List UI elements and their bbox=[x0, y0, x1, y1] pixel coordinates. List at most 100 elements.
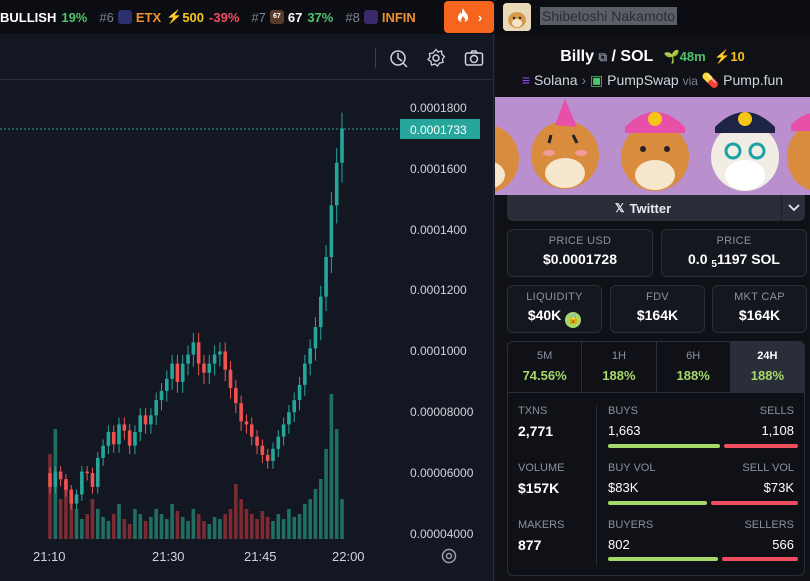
candle-body bbox=[95, 457, 100, 487]
buys-label: BUYS bbox=[608, 405, 638, 417]
chain-link[interactable]: Solana bbox=[533, 72, 578, 88]
sell-vol-bar bbox=[711, 501, 798, 505]
volume-bar bbox=[48, 454, 52, 539]
volume-bar bbox=[276, 514, 281, 539]
pair-separator: / bbox=[611, 48, 616, 65]
tab-change: 188% bbox=[750, 368, 784, 383]
price-tick: 0.0001600 bbox=[410, 162, 467, 176]
buy-vol-label: BUY VOL bbox=[608, 462, 656, 474]
chevron-right-icon: › bbox=[581, 72, 587, 88]
ticker-symbol: ETX bbox=[135, 9, 162, 25]
price-usd-card: PRICE USD $0.0001728 bbox=[507, 229, 653, 277]
token-info-panel: Shibetoshi Nakamoto Billy ⧉ / SOL 🌱48m ⚡… bbox=[495, 0, 810, 581]
fdv-label: FDV bbox=[646, 291, 669, 303]
price-tick: 0.00006000 bbox=[410, 466, 474, 480]
token-banner-image bbox=[495, 97, 810, 195]
volume-bar bbox=[207, 524, 212, 539]
sell-vol-label: SELL VOL bbox=[742, 462, 794, 474]
price-axis: 0.0001800 0.0001600 0.0001400 0.0001200 … bbox=[400, 101, 480, 539]
candlestick-chart[interactable]: 0.0001800 0.0001600 0.0001400 0.0001200 … bbox=[0, 80, 494, 539]
gear-icon[interactable] bbox=[426, 48, 446, 68]
dex-link[interactable]: PumpSwap bbox=[607, 72, 679, 88]
volume-bar bbox=[180, 517, 185, 539]
buyers-bar bbox=[608, 557, 718, 561]
buy-vol-value: $83K bbox=[608, 480, 639, 495]
volume-bar bbox=[334, 429, 339, 539]
sells-value: 1,108 bbox=[761, 423, 794, 438]
candle-body bbox=[202, 363, 206, 373]
tab-label: 24H bbox=[757, 350, 778, 362]
shiba-1 bbox=[495, 126, 519, 192]
volume-bar bbox=[85, 514, 89, 539]
tab-1h[interactable]: 1H 188% bbox=[582, 342, 657, 392]
candle-body bbox=[175, 363, 180, 382]
candle-body bbox=[191, 342, 196, 355]
mkt-cap-label: MKT CAP bbox=[734, 291, 785, 303]
tab-5m[interactable]: 5M 74.56% bbox=[508, 342, 583, 392]
candle-body bbox=[106, 432, 111, 446]
liquidity-value: $40K 🔒 bbox=[508, 307, 601, 328]
volume-bar bbox=[159, 514, 164, 539]
price-tick: 0.0001200 bbox=[410, 283, 467, 297]
liquidity-card: LIQUIDITY $40K 🔒 bbox=[507, 285, 602, 333]
username[interactable]: Shibetoshi Nakamoto bbox=[540, 7, 678, 25]
volume-bar bbox=[271, 521, 275, 539]
candle-body bbox=[223, 351, 227, 370]
time-tick: 21:45 bbox=[244, 549, 277, 564]
volume-bar bbox=[340, 499, 344, 539]
tab-label: 5M bbox=[536, 350, 553, 362]
candle-body bbox=[329, 205, 334, 258]
token-icon bbox=[363, 10, 378, 24]
candle-body bbox=[287, 412, 291, 425]
ticker-item[interactable]: #6 ETX ⚡ 500 -39% bbox=[99, 9, 239, 25]
chart-settings-icon[interactable] bbox=[440, 547, 458, 565]
candle-body bbox=[133, 432, 137, 446]
volume-bar bbox=[111, 514, 116, 539]
fdv-card: FDV $164K bbox=[610, 285, 705, 333]
candle-body bbox=[234, 387, 238, 404]
replay-icon[interactable] bbox=[388, 48, 408, 68]
price-tick: 0.00008000 bbox=[410, 405, 474, 419]
candle-body bbox=[186, 354, 190, 364]
avatar[interactable] bbox=[503, 3, 531, 31]
price-tick: 0.00004000 bbox=[410, 527, 474, 539]
volume-bar bbox=[170, 504, 174, 539]
pumpswap-icon: ▣ bbox=[590, 72, 604, 88]
sells-bar bbox=[724, 444, 798, 448]
makers-label: MAKERS bbox=[518, 519, 565, 531]
volume-bar bbox=[287, 509, 291, 539]
volume-bar bbox=[260, 511, 265, 539]
ticker-change: 19% bbox=[61, 9, 88, 25]
ticker-item[interactable]: #8 INFIN bbox=[345, 10, 420, 25]
price-usd-label: PRICE USD bbox=[548, 235, 612, 247]
candle-body bbox=[260, 445, 265, 455]
quote-token: SOL bbox=[620, 48, 653, 65]
base-token: Billy bbox=[560, 48, 594, 65]
candle-body bbox=[64, 479, 68, 490]
volume-bar bbox=[239, 499, 243, 539]
ticker-item[interactable]: #7 67 67 37% bbox=[251, 10, 333, 25]
sellers-bar bbox=[722, 557, 798, 561]
volume-bar bbox=[138, 514, 143, 539]
candle-body bbox=[48, 473, 52, 487]
hot-pairs-button[interactable]: › bbox=[444, 1, 494, 33]
tab-6h[interactable]: 6H 188% bbox=[657, 342, 731, 392]
boost-icon: ⚡ bbox=[166, 9, 183, 24]
twitter-button[interactable]: 𝕏 Twitter bbox=[507, 195, 779, 221]
price-chart[interactable]: 0.0001800 0.0001600 0.0001400 0.0001200 … bbox=[0, 34, 494, 581]
tab-24h[interactable]: 24H 188% bbox=[730, 342, 804, 392]
ticker-change: -39% bbox=[209, 9, 240, 25]
copy-icon[interactable]: ⧉ bbox=[598, 50, 608, 64]
socials-dropdown-button[interactable] bbox=[781, 195, 805, 221]
liquidity-amount: $40K bbox=[527, 307, 562, 323]
pair-title: Billy ⧉ / SOL 🌱48m ⚡10 bbox=[495, 48, 810, 66]
volume-bar bbox=[329, 394, 334, 539]
camera-icon[interactable] bbox=[464, 48, 484, 68]
launchpad-link[interactable]: Pump.fun bbox=[723, 72, 784, 88]
volume-bar bbox=[74, 509, 79, 539]
boost-badge[interactable]: ⚡10 bbox=[714, 49, 745, 64]
ticker-item[interactable]: BULLISH 19% bbox=[0, 10, 87, 25]
candle-body bbox=[318, 296, 323, 328]
candle-body bbox=[297, 384, 302, 401]
lock-icon[interactable]: 🔒 bbox=[565, 312, 582, 328]
